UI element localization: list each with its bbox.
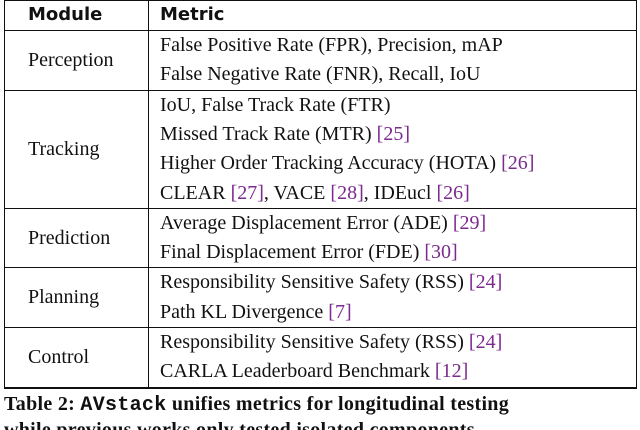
citation: [25]: [376, 122, 410, 145]
text-segment: CLEAR: [160, 181, 231, 204]
text-segment: , IDEucl: [363, 181, 437, 204]
citation: [7]: [328, 300, 352, 323]
metric-line: Missed Track Rate (MTR) [25]: [160, 120, 410, 149]
rule: [4, 386, 636, 389]
rule: [4, 30, 636, 31]
column-rule: [4, 0, 5, 389]
text-segment: IoU, False Track Rate (FTR): [160, 93, 391, 116]
citation: [24]: [468, 331, 503, 353]
column-rule: [636, 0, 637, 389]
module-cell: Tracking: [28, 137, 100, 160]
metric-line: Path KL Divergence [7]: [160, 298, 352, 327]
citation: [29]: [452, 211, 487, 234]
text-segment: , VACE: [263, 181, 331, 204]
rule: [4, 89, 636, 91]
text-segment: Responsibility Sensitive Safety (RSS): [160, 271, 469, 294]
citation: [30]: [424, 241, 458, 264]
metric-line: CLEAR [27], VACE [28], IDEucl [26]: [160, 179, 470, 208]
rule: [4, 327, 636, 328]
metric-line: False Negative Rate (FNR), Recall, IoU: [160, 60, 480, 89]
text-segment: Higher Order Tracking Accuracy (HOTA): [160, 152, 502, 175]
text-segment: CARLA Leaderboard Benchmark: [160, 360, 435, 383]
metric-line: False Positive Rate (FPR), Precision, mA…: [160, 31, 503, 60]
citation: [26]: [501, 152, 535, 175]
text-segment: unifies metrics for longitudinal testing: [166, 392, 510, 415]
metric-line: Responsibility Sensitive Safety (RSS) [2…: [160, 268, 502, 297]
rule: [4, 267, 636, 269]
header-cell: Module: [28, 4, 103, 25]
caption-line: while previous works only tested isolate…: [4, 419, 480, 430]
text-segment: Final Displacement Error (FDE): [160, 241, 425, 264]
metric-line: Higher Order Tracking Accuracy (HOTA) [2…: [160, 149, 534, 178]
metric-line: Average Displacement Error (ADE) [29]: [160, 209, 486, 238]
module-cell: Prediction: [28, 226, 111, 249]
rule: [4, 0, 636, 1]
module-cell: Planning: [28, 286, 100, 309]
metric-line: IoU, False Track Rate (FTR): [160, 91, 391, 120]
caption-line: Table 2: AVstack unifies metrics for lon…: [4, 393, 509, 417]
text-segment: AVstack: [80, 393, 167, 417]
text-segment: Table 2:: [4, 392, 81, 415]
citation: [28]: [330, 181, 364, 204]
metric-line: Responsibility Sensitive Safety (RSS) [2…: [160, 328, 502, 357]
rule: [4, 207, 636, 209]
module-cell: Control: [28, 345, 90, 368]
citation: [12]: [434, 360, 469, 383]
text-segment: False Positive Rate (FPR), Precision, mA…: [160, 34, 503, 56]
text-segment: Path KL Divergence: [160, 300, 329, 323]
text-segment: False Negative Rate (FNR), Recall, IoU: [160, 63, 481, 86]
text-segment: Missed Track Rate (MTR): [160, 122, 377, 145]
text-segment: Average Displacement Error (ADE): [160, 211, 453, 234]
column-rule: [148, 0, 149, 389]
text-segment: Responsibility Sensitive Safety (RSS): [160, 331, 469, 353]
citation: [27]: [230, 181, 264, 204]
header-cell: Metric: [160, 4, 225, 25]
citation: [26]: [436, 181, 470, 204]
text-segment: while previous works only tested isolate…: [4, 418, 481, 430]
metric-line: CARLA Leaderboard Benchmark [12]: [160, 357, 468, 386]
module-cell: Perception: [28, 48, 114, 71]
citation: [24]: [468, 271, 503, 294]
metric-line: Final Displacement Error (FDE) [30]: [160, 238, 458, 267]
